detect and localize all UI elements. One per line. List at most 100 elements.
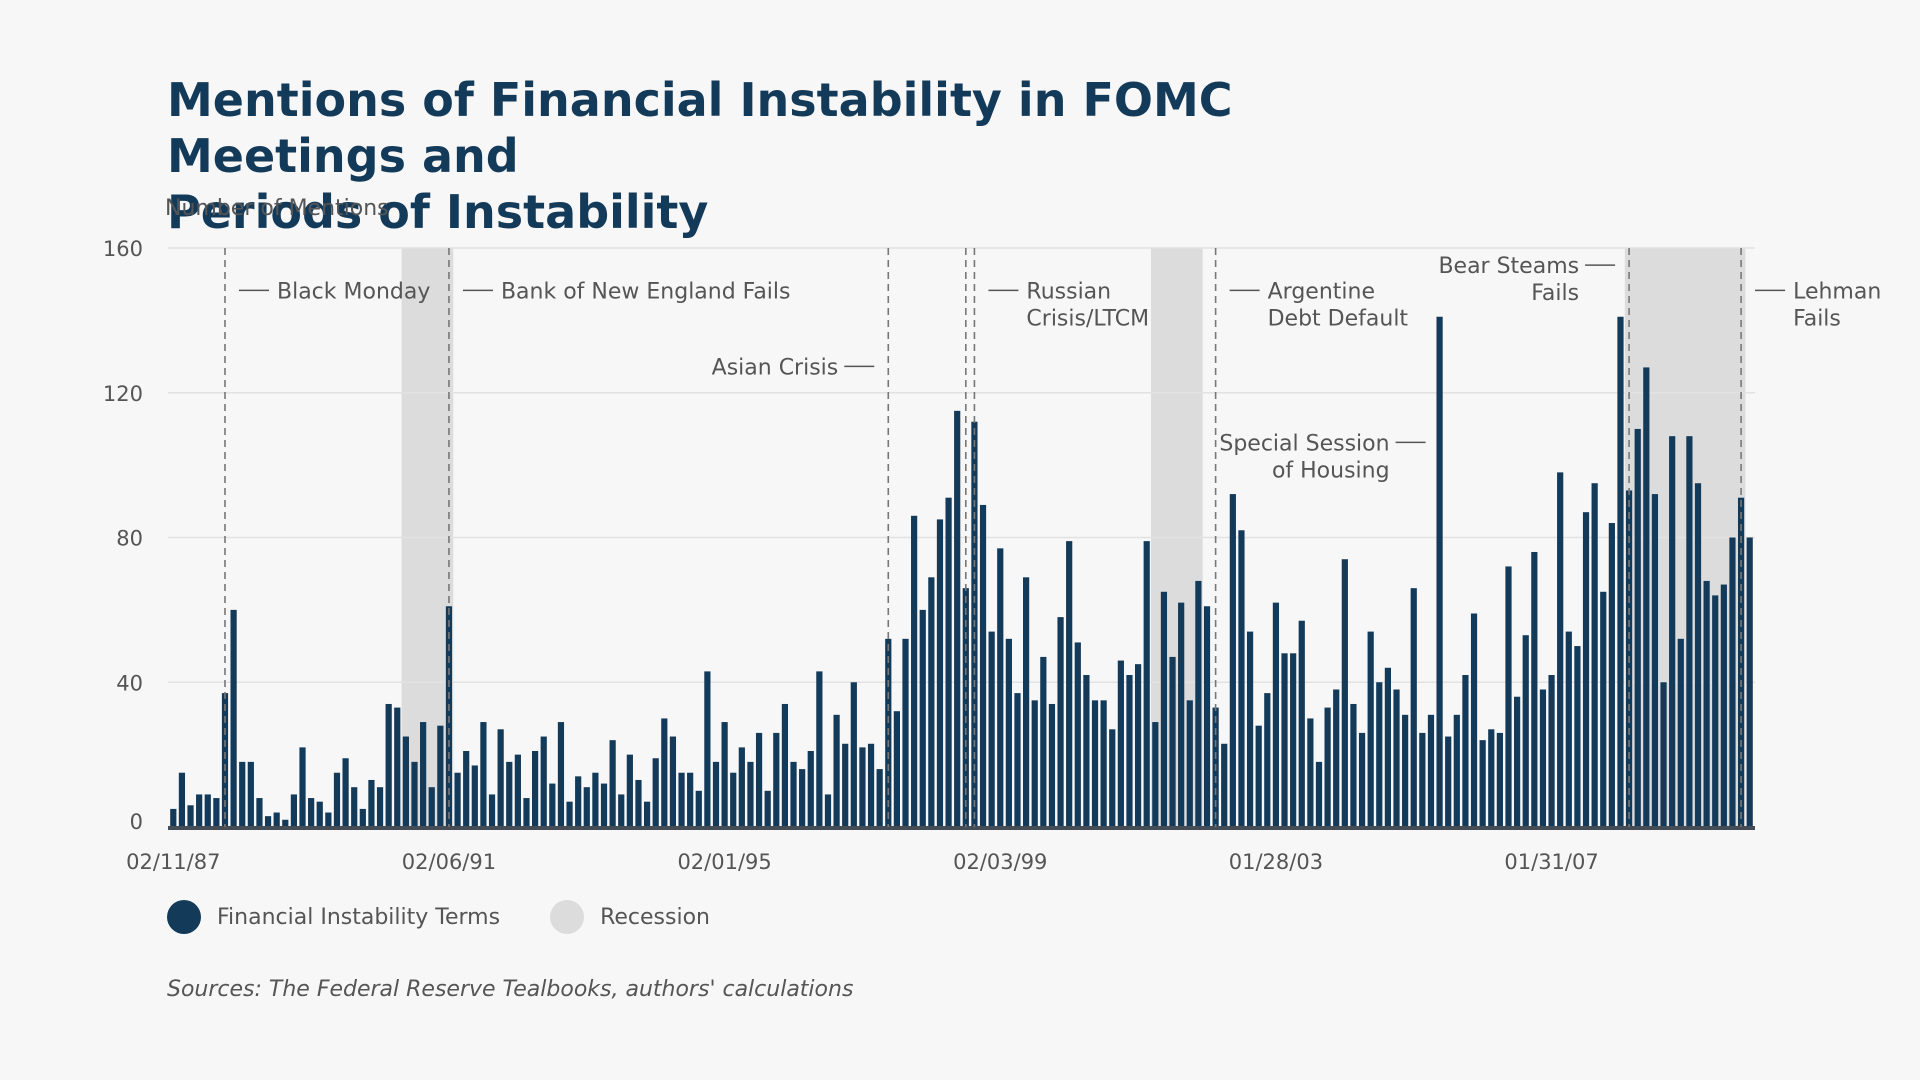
bar bbox=[1083, 675, 1090, 827]
bar bbox=[721, 722, 728, 827]
chart-title-line-1: Mentions of Financial Instability in FOM… bbox=[167, 73, 1233, 183]
event-label: Lehman bbox=[1793, 279, 1881, 304]
event-label: Fails bbox=[1793, 306, 1841, 331]
bar bbox=[1505, 566, 1512, 827]
bar bbox=[1315, 761, 1323, 827]
bar bbox=[1720, 584, 1727, 827]
bar bbox=[394, 707, 401, 827]
bar bbox=[1557, 472, 1564, 827]
bar bbox=[1031, 700, 1038, 827]
x-tick-label: 02/01/95 bbox=[677, 850, 771, 874]
bar bbox=[1014, 693, 1021, 827]
bar bbox=[575, 776, 582, 827]
bar bbox=[988, 631, 995, 827]
bar bbox=[842, 743, 849, 827]
bar bbox=[308, 798, 315, 827]
bar bbox=[618, 794, 625, 827]
bar bbox=[1109, 729, 1116, 827]
bar bbox=[557, 722, 565, 827]
bar bbox=[1264, 693, 1271, 827]
bar bbox=[282, 819, 289, 827]
bar bbox=[1040, 656, 1047, 827]
bar bbox=[1186, 700, 1193, 827]
bar bbox=[833, 714, 840, 827]
bar bbox=[1169, 656, 1176, 827]
bar bbox=[1229, 494, 1236, 827]
bar bbox=[1134, 664, 1142, 827]
bar bbox=[1048, 703, 1056, 827]
x-tick-label: 02/11/87 bbox=[126, 850, 220, 874]
bar bbox=[979, 504, 987, 827]
bar bbox=[583, 787, 590, 827]
legend-label-recession: Recession bbox=[600, 904, 710, 930]
bar bbox=[1410, 588, 1417, 827]
bar bbox=[1470, 613, 1478, 827]
bar bbox=[1617, 316, 1624, 827]
bar bbox=[463, 751, 470, 827]
bar bbox=[704, 671, 711, 827]
bar bbox=[781, 703, 789, 827]
bar bbox=[626, 754, 633, 827]
bar bbox=[1367, 631, 1374, 827]
bar bbox=[1427, 714, 1435, 827]
legend-label-financial-instability: Financial Instability Terms bbox=[217, 904, 501, 930]
bar bbox=[1479, 740, 1486, 827]
bar bbox=[540, 736, 547, 827]
bar bbox=[1160, 591, 1168, 827]
bar bbox=[755, 732, 763, 827]
bar bbox=[1514, 696, 1521, 827]
bar bbox=[643, 801, 651, 827]
bar bbox=[325, 812, 332, 827]
chart-title-line-2: Periods of Instability bbox=[167, 185, 709, 239]
bar bbox=[661, 718, 668, 827]
bar bbox=[816, 671, 823, 827]
bar bbox=[1281, 653, 1288, 827]
bar bbox=[936, 519, 944, 827]
bar bbox=[230, 609, 237, 827]
bar bbox=[213, 798, 220, 827]
bar bbox=[1402, 714, 1409, 827]
x-tick-label: 01/28/03 bbox=[1229, 850, 1323, 874]
bar bbox=[928, 577, 935, 827]
bar bbox=[635, 779, 642, 827]
bar bbox=[531, 751, 539, 827]
event-label: Bear Steams bbox=[1438, 254, 1579, 279]
bar bbox=[1694, 483, 1702, 827]
bar bbox=[1152, 722, 1159, 827]
x-tick-label: 02/06/91 bbox=[402, 850, 496, 874]
bar bbox=[799, 769, 806, 827]
legend-swatch-recession bbox=[550, 900, 585, 934]
bar bbox=[342, 758, 349, 827]
y-axis-label: Number of Mentions bbox=[165, 196, 389, 221]
bar-chart: 0 40 80 120 160 02/11/87 02/06/91 02/01/95 02/03… bbox=[103, 237, 1881, 874]
legend-item-recession: Recession bbox=[550, 900, 710, 934]
bar bbox=[402, 736, 409, 827]
bar bbox=[712, 761, 720, 827]
bar bbox=[1729, 537, 1736, 827]
bar bbox=[1376, 682, 1383, 827]
bar bbox=[1703, 580, 1710, 827]
bar bbox=[911, 515, 918, 827]
x-tick-label: 01/31/07 bbox=[1504, 850, 1598, 874]
x-tick-label: 02/03/99 bbox=[953, 850, 1047, 874]
bar bbox=[170, 808, 177, 827]
bar bbox=[876, 769, 883, 827]
bar bbox=[497, 729, 504, 827]
bar bbox=[376, 787, 384, 827]
bar bbox=[790, 761, 797, 827]
bar bbox=[695, 790, 702, 827]
bar bbox=[1350, 703, 1357, 827]
bar bbox=[506, 761, 513, 827]
event-label: Debt Default bbox=[1268, 306, 1409, 331]
bar bbox=[239, 761, 246, 827]
event-label: Black Monday bbox=[277, 279, 430, 304]
bar bbox=[1677, 638, 1684, 827]
bar bbox=[1246, 631, 1254, 827]
bar bbox=[1669, 436, 1676, 827]
bar bbox=[566, 801, 573, 827]
bar bbox=[773, 732, 780, 827]
bar bbox=[764, 790, 771, 827]
bar bbox=[549, 783, 556, 827]
bar bbox=[954, 410, 961, 827]
y-tick-label: 80 bbox=[116, 527, 143, 551]
